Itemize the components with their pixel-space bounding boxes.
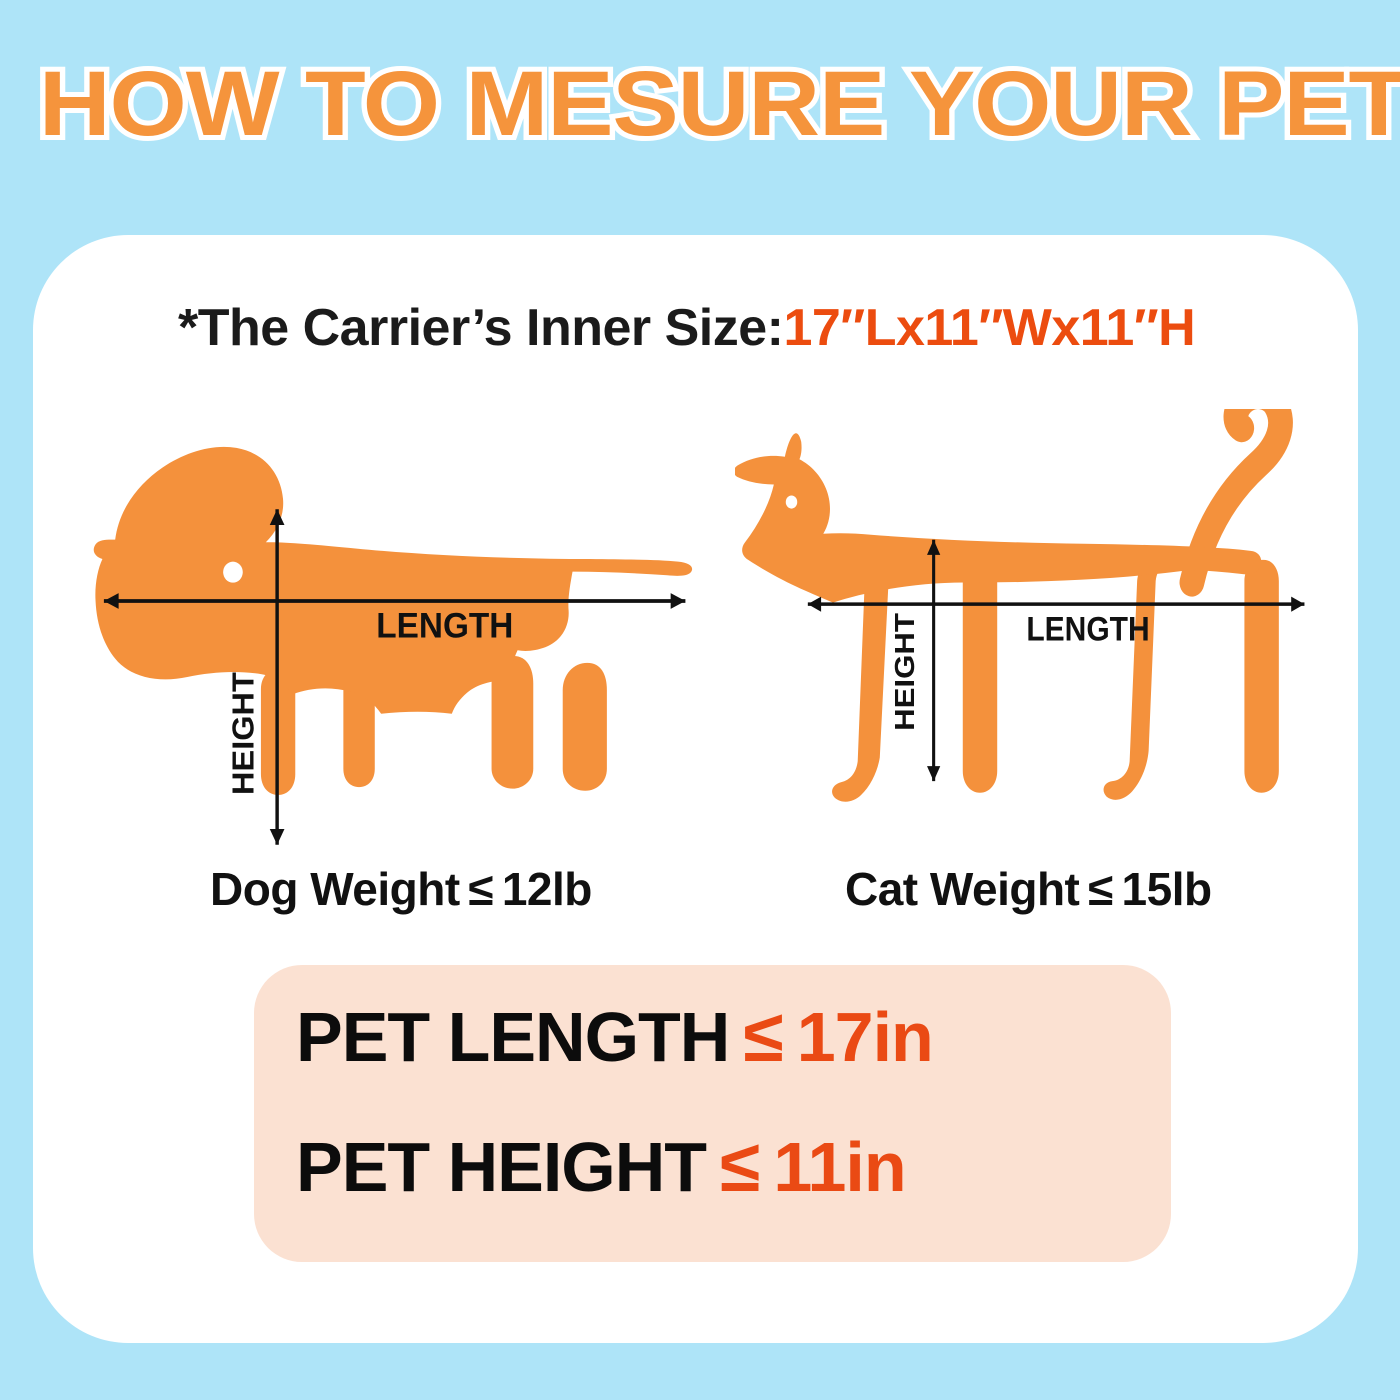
svg-text:HEIGHT: HEIGHT bbox=[890, 613, 921, 731]
svg-text:LENGTH: LENGTH bbox=[1026, 610, 1149, 648]
svg-text:HEIGHT: HEIGHT bbox=[227, 672, 261, 795]
svg-text:LENGTH: LENGTH bbox=[376, 607, 513, 646]
